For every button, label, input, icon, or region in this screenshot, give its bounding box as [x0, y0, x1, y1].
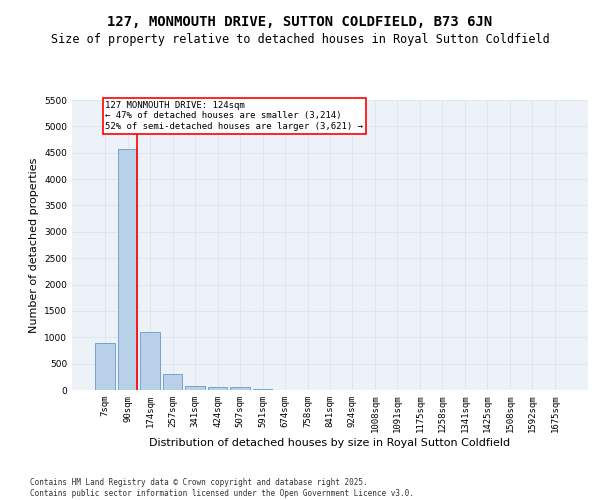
Bar — [163, 374, 182, 390]
Text: Contains HM Land Registry data © Crown copyright and database right 2025.
Contai: Contains HM Land Registry data © Crown c… — [30, 478, 414, 498]
Bar — [118, 148, 137, 390]
Bar — [95, 342, 115, 390]
Text: Size of property relative to detached houses in Royal Sutton Coldfield: Size of property relative to detached ho… — [50, 32, 550, 46]
Text: 127 MONMOUTH DRIVE: 124sqm
← 47% of detached houses are smaller (3,214)
52% of s: 127 MONMOUTH DRIVE: 124sqm ← 47% of deta… — [106, 101, 364, 131]
Bar — [208, 387, 227, 390]
Bar — [140, 332, 160, 390]
Bar — [230, 388, 250, 390]
Text: 127, MONMOUTH DRIVE, SUTTON COLDFIELD, B73 6JN: 127, MONMOUTH DRIVE, SUTTON COLDFIELD, B… — [107, 15, 493, 29]
Bar — [185, 386, 205, 390]
X-axis label: Distribution of detached houses by size in Royal Sutton Coldfield: Distribution of detached houses by size … — [149, 438, 511, 448]
Y-axis label: Number of detached properties: Number of detached properties — [29, 158, 38, 332]
